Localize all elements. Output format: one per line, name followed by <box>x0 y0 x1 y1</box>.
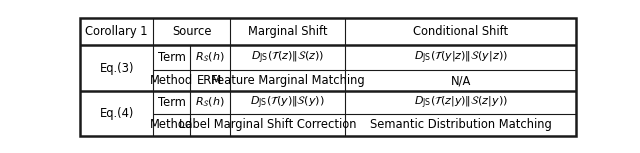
Text: Semantic Distribution Matching: Semantic Distribution Matching <box>370 118 552 131</box>
Text: $D_{\mathrm{JS}}(\mathcal{T}(y)\|\mathcal{S}(y))$: $D_{\mathrm{JS}}(\mathcal{T}(y)\|\mathca… <box>250 94 325 111</box>
Text: ERM: ERM <box>197 74 223 87</box>
Text: Eq.(3): Eq.(3) <box>99 62 134 75</box>
Text: Label Marginal Shift Correction: Label Marginal Shift Correction <box>179 118 356 131</box>
Text: N/A: N/A <box>451 74 471 87</box>
Text: Eq.(4): Eq.(4) <box>99 107 134 120</box>
Text: $R_{\mathcal{S}}(h)$: $R_{\mathcal{S}}(h)$ <box>195 96 225 109</box>
Text: $D_{\mathrm{JS}}(\mathcal{T}(z)\|\mathcal{S}(z))$: $D_{\mathrm{JS}}(\mathcal{T}(z)\|\mathca… <box>251 49 324 66</box>
Text: Method: Method <box>150 74 193 87</box>
Text: $D_{\mathrm{JS}}(\mathcal{T}(y|z)\|\mathcal{S}(y|z))$: $D_{\mathrm{JS}}(\mathcal{T}(y|z)\|\math… <box>413 49 508 66</box>
Text: Term: Term <box>158 96 186 109</box>
Text: Corollary 1: Corollary 1 <box>86 25 148 38</box>
Text: Term: Term <box>158 51 186 64</box>
Text: Conditional Shift: Conditional Shift <box>413 25 508 38</box>
Text: $D_{\mathrm{JS}}(\mathcal{T}(z|y)\|\mathcal{S}(z|y))$: $D_{\mathrm{JS}}(\mathcal{T}(z|y)\|\math… <box>413 94 508 111</box>
Text: Feature Marginal Matching: Feature Marginal Matching <box>211 74 364 87</box>
Text: Method: Method <box>150 118 193 131</box>
Text: $R_{\mathcal{S}}(h)$: $R_{\mathcal{S}}(h)$ <box>195 51 225 64</box>
Text: Marginal Shift: Marginal Shift <box>248 25 327 38</box>
Text: Source: Source <box>172 25 211 38</box>
